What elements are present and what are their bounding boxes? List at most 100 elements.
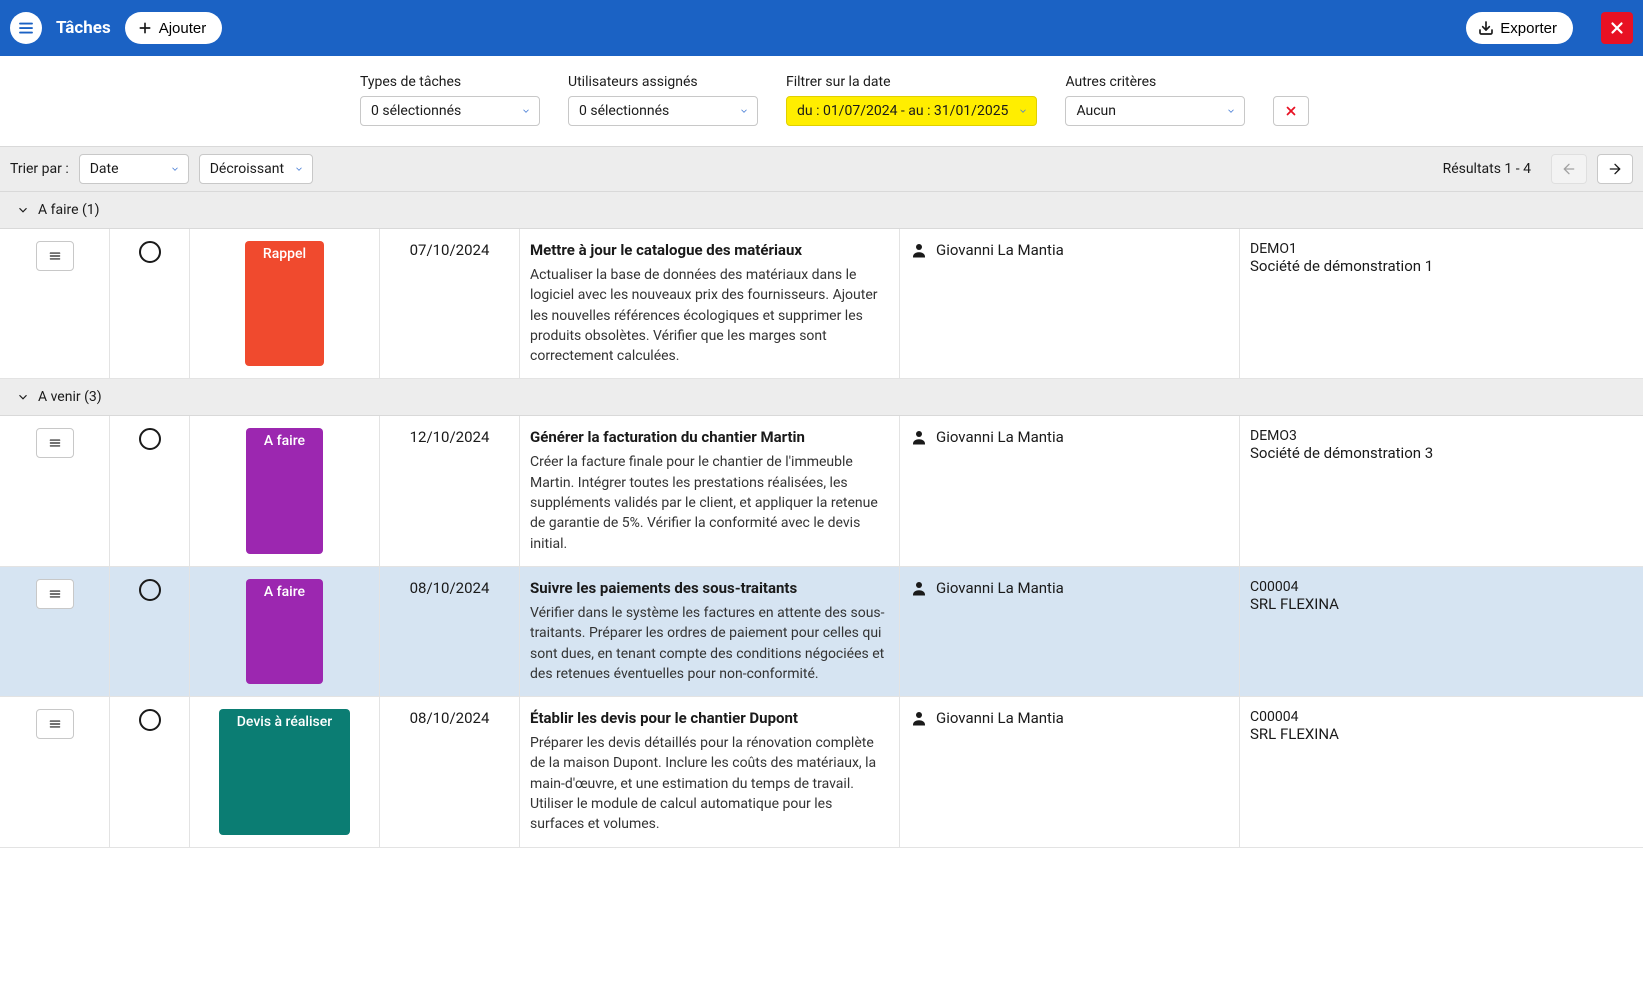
- complete-toggle[interactable]: [139, 709, 161, 731]
- group-title: A venir (3): [38, 389, 102, 405]
- filter-clear: [1273, 74, 1309, 126]
- task-company-cell: DEMO3Société de démonstration 3: [1240, 416, 1643, 565]
- task-title: Mettre à jour le catalogue des matériaux: [530, 241, 889, 259]
- sort-direction-dropdown[interactable]: Décroissant: [199, 154, 313, 184]
- status-badge: Devis à réaliser: [219, 709, 350, 834]
- row-menu-button[interactable]: [36, 428, 74, 458]
- status-badge: A faire: [246, 428, 323, 553]
- task-title: Générer la facturation du chantier Marti…: [530, 428, 889, 446]
- company-name: Société de démonstration 1: [1250, 257, 1633, 275]
- task-body: Générer la facturation du chantier Marti…: [520, 416, 900, 565]
- chevron-down-icon: [1018, 106, 1028, 116]
- filter-task-types: Types de tâches 0 sélectionnés: [360, 74, 540, 126]
- filter-other-label: Autres critères: [1065, 74, 1245, 90]
- task-description: Créer la facture finale pour le chantier…: [530, 452, 889, 553]
- row-actions: [0, 416, 110, 565]
- row-badge-cell: A faire: [190, 416, 380, 565]
- user-icon: [910, 709, 928, 727]
- hamburger-icon: [46, 587, 64, 601]
- arrow-right-icon: [1607, 161, 1623, 177]
- filter-assigned-users-dropdown[interactable]: 0 sélectionnés: [568, 96, 758, 126]
- chevron-down-icon: [16, 203, 30, 217]
- row-complete-toggle-cell: [110, 697, 190, 846]
- plus-icon: [137, 20, 153, 36]
- task-company-cell: C00004SRL FLEXINA: [1240, 697, 1643, 846]
- filter-other-dropdown[interactable]: Aucun: [1065, 96, 1245, 126]
- row-badge-cell: A faire: [190, 567, 380, 696]
- company-name: Société de démonstration 3: [1250, 444, 1633, 462]
- company-code: C00004: [1250, 709, 1633, 725]
- task-assignee-cell: Giovanni La Mantia: [900, 416, 1240, 565]
- group-header[interactable]: A venir (3): [0, 379, 1643, 416]
- filter-date: Filtrer sur la date du : 01/07/2024 - au…: [786, 74, 1037, 126]
- clear-filters-button[interactable]: [1273, 96, 1309, 126]
- sort-field-dropdown[interactable]: Date: [79, 154, 189, 184]
- task-assignee-cell: Giovanni La Mantia: [900, 567, 1240, 696]
- task-date: 07/10/2024: [380, 229, 520, 378]
- task-row[interactable]: Rappel07/10/2024Mettre à jour le catalog…: [0, 229, 1643, 379]
- row-complete-toggle-cell: [110, 567, 190, 696]
- sort-label: Trier par :: [10, 161, 69, 177]
- filter-date-dropdown[interactable]: du : 01/07/2024 - au : 31/01/2025: [786, 96, 1037, 126]
- task-assignee: Giovanni La Mantia: [936, 428, 1064, 446]
- export-button-label: Exporter: [1500, 20, 1557, 37]
- row-menu-button[interactable]: [36, 579, 74, 609]
- task-assignee: Giovanni La Mantia: [936, 709, 1064, 727]
- filter-task-types-dropdown[interactable]: 0 sélectionnés: [360, 96, 540, 126]
- filter-assigned-users-value: 0 sélectionnés: [579, 103, 669, 119]
- group-header[interactable]: A faire (1): [0, 192, 1643, 229]
- close-icon: [1608, 19, 1626, 37]
- main-menu-button[interactable]: [10, 12, 42, 44]
- sort-field-value: Date: [90, 161, 119, 177]
- download-icon: [1478, 20, 1494, 36]
- complete-toggle[interactable]: [139, 579, 161, 601]
- task-list: A faire (1)Rappel07/10/2024Mettre à jour…: [0, 192, 1643, 848]
- hamburger-icon: [46, 436, 64, 450]
- task-body: Suivre les paiements des sous-traitantsV…: [520, 567, 900, 696]
- hamburger-icon: [46, 717, 64, 731]
- filter-other-value: Aucun: [1076, 103, 1116, 119]
- task-description: Préparer les devis détaillés pour la rén…: [530, 733, 889, 834]
- next-page-button[interactable]: [1597, 154, 1633, 184]
- company-code: DEMO1: [1250, 241, 1633, 257]
- arrow-left-icon: [1561, 161, 1577, 177]
- results-count: Résultats 1 - 4: [1443, 161, 1531, 177]
- sort-bar: Trier par : Date Décroissant Résultats 1…: [0, 146, 1643, 192]
- filter-date-value: du : 01/07/2024 - au : 31/01/2025: [797, 103, 1008, 119]
- row-complete-toggle-cell: [110, 229, 190, 378]
- export-button[interactable]: Exporter: [1466, 12, 1573, 44]
- row-badge-cell: Devis à réaliser: [190, 697, 380, 846]
- sort-direction-value: Décroissant: [210, 161, 284, 177]
- hamburger-icon: [17, 19, 35, 37]
- task-title: Suivre les paiements des sous-traitants: [530, 579, 889, 597]
- user-icon: [910, 428, 928, 446]
- complete-toggle[interactable]: [139, 428, 161, 450]
- prev-page-button[interactable]: [1551, 154, 1587, 184]
- row-menu-button[interactable]: [36, 709, 74, 739]
- row-badge-cell: Rappel: [190, 229, 380, 378]
- filter-assigned-users-label: Utilisateurs assignés: [568, 74, 758, 90]
- filter-task-types-value: 0 sélectionnés: [371, 103, 461, 119]
- filter-date-label: Filtrer sur la date: [786, 74, 1037, 90]
- task-assignee-cell: Giovanni La Mantia: [900, 229, 1240, 378]
- task-row[interactable]: A faire08/10/2024Suivre les paiements de…: [0, 567, 1643, 697]
- chevron-down-icon: [1226, 106, 1236, 116]
- task-title: Établir les devis pour le chantier Dupon…: [530, 709, 889, 727]
- add-button[interactable]: Ajouter: [125, 12, 223, 44]
- row-menu-button[interactable]: [36, 241, 74, 271]
- add-button-label: Ajouter: [159, 20, 207, 37]
- task-row[interactable]: A faire12/10/2024Générer la facturation …: [0, 416, 1643, 566]
- status-badge: Rappel: [245, 241, 324, 366]
- task-date: 08/10/2024: [380, 697, 520, 846]
- task-body: Mettre à jour le catalogue des matériaux…: [520, 229, 900, 378]
- group-title: A faire (1): [38, 202, 100, 218]
- complete-toggle[interactable]: [139, 241, 161, 263]
- task-row[interactable]: Devis à réaliser08/10/2024 Établir les de…: [0, 697, 1643, 847]
- company-code: DEMO3: [1250, 428, 1633, 444]
- chevron-down-icon: [521, 106, 531, 116]
- chevron-down-icon: [739, 106, 749, 116]
- task-company-cell: C00004SRL FLEXINA: [1240, 567, 1643, 696]
- filter-other: Autres critères Aucun: [1065, 74, 1245, 126]
- row-complete-toggle-cell: [110, 416, 190, 565]
- close-button[interactable]: [1601, 12, 1633, 44]
